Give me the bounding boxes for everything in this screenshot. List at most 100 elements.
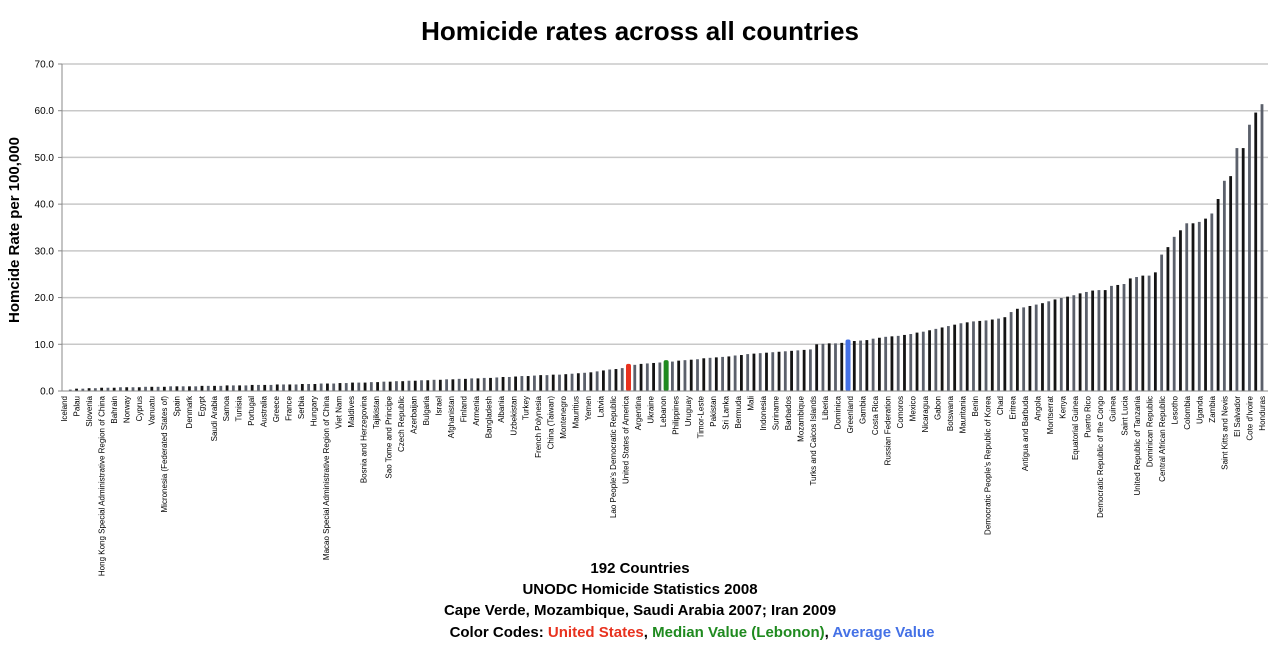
- x-tick-label: Mauritius: [572, 396, 581, 428]
- x-tick-label: Angola: [1033, 395, 1042, 420]
- bar: [890, 336, 894, 391]
- bar: [363, 382, 367, 391]
- bar: [81, 388, 85, 391]
- x-tick-label: Eritrea: [1008, 395, 1017, 419]
- legend-average: Average Value: [832, 624, 934, 641]
- x-tick-label: Greece: [272, 395, 281, 422]
- bar: [137, 387, 141, 391]
- bar: [570, 373, 574, 391]
- bar: [200, 385, 204, 391]
- bar: [438, 379, 442, 391]
- x-tick-label: Azerbaijan: [409, 396, 418, 434]
- bar: [558, 374, 561, 391]
- x-tick-label: Mozambique: [796, 395, 805, 441]
- y-axis-label: Homcide Rate per 100,000: [6, 137, 23, 323]
- x-tick-label: Lebanon: [659, 396, 668, 427]
- bar: [840, 342, 844, 391]
- x-tick-label: Finland: [459, 396, 468, 422]
- x-tick-label: Kenya: [1058, 395, 1067, 418]
- legend-median: Median Value (Lebonon): [652, 624, 825, 641]
- bar: [1128, 278, 1132, 391]
- x-tick-label: Sao Tome and Principe: [385, 395, 394, 478]
- bar: [225, 385, 229, 391]
- x-tick-label: Vanuatu: [147, 396, 156, 425]
- x-tick-label: Samoa: [222, 395, 231, 421]
- bar: [815, 344, 819, 391]
- x-tick-label: Montserrat: [1046, 395, 1055, 434]
- x-tick-label: Israel: [434, 396, 443, 416]
- bar: [1191, 223, 1195, 391]
- x-tick-label: Gabon: [934, 396, 943, 420]
- bar: [1204, 218, 1207, 391]
- bar: [990, 319, 994, 391]
- bar: [162, 386, 166, 391]
- x-tick-label: Gambia: [859, 395, 868, 424]
- bar: [1141, 275, 1145, 391]
- bar: [470, 378, 474, 391]
- bar: [921, 331, 925, 391]
- x-tick-label: Afghanistan: [447, 396, 456, 438]
- bar: [464, 378, 467, 391]
- bar: [1091, 290, 1095, 391]
- x-tick-label: Turks and Caicos Islands: [809, 396, 818, 486]
- bar: [765, 352, 768, 391]
- x-tick-label: Montenegro: [559, 395, 568, 438]
- x-tick-label: Macao Special Administrative Region of C…: [322, 395, 331, 560]
- bar: [783, 351, 787, 391]
- bar: [332, 383, 336, 391]
- bar: [652, 362, 655, 391]
- bar: [746, 354, 750, 391]
- bar: [1116, 284, 1120, 391]
- x-tick-label: Saint Lucia: [1121, 395, 1130, 435]
- bar: [953, 324, 957, 391]
- x-tick-label: Portugal: [247, 396, 256, 426]
- bar: [796, 350, 800, 391]
- bar: [307, 383, 311, 391]
- x-tick-label: Argentina: [634, 395, 643, 430]
- x-tick-label: Timor-Leste: [696, 395, 705, 438]
- bar: [909, 334, 913, 391]
- x-tick-label: Maldives: [347, 396, 356, 428]
- bar: [1009, 312, 1013, 391]
- bar: [1103, 290, 1107, 391]
- legend-prefix: Color Codes:: [450, 624, 548, 641]
- bar: [1084, 291, 1088, 391]
- bar: [1197, 221, 1201, 391]
- bar: [420, 380, 423, 391]
- x-tick-label: Bangladesh: [484, 396, 493, 438]
- bar: [68, 389, 72, 391]
- bar: [714, 357, 718, 391]
- x-tick-label: Yemen: [584, 396, 593, 421]
- bar: [1041, 303, 1044, 391]
- bar: [940, 327, 944, 391]
- bar: [758, 353, 762, 391]
- bar: [319, 383, 323, 391]
- bar: [633, 364, 637, 391]
- bar: [689, 359, 693, 391]
- bar: [620, 368, 624, 391]
- bar: [395, 381, 398, 391]
- x-tick-label: Puerto Rico: [1083, 395, 1092, 437]
- bar: [614, 369, 618, 391]
- bar: [388, 381, 392, 391]
- bar: [1241, 148, 1245, 391]
- bar: [1072, 295, 1076, 391]
- x-tick-label: Spain: [172, 396, 181, 416]
- bar: [928, 330, 931, 391]
- bar: [865, 340, 869, 391]
- x-tick-label: Dominica: [834, 395, 843, 429]
- chart-title: Homicide rates across all countries: [421, 16, 859, 46]
- x-tick-label: French Polynesia: [534, 395, 543, 457]
- bar: [1229, 176, 1233, 391]
- bar: [984, 320, 988, 391]
- bar: [1078, 293, 1082, 391]
- x-tick-label: Mexico: [909, 395, 918, 421]
- x-tick-label: Bulgaria: [422, 395, 431, 425]
- bar: [827, 343, 831, 391]
- x-tick-label: Bahrain: [110, 396, 119, 424]
- bar: [250, 384, 254, 391]
- bar: [551, 374, 555, 391]
- bar: [125, 387, 129, 391]
- bar: [752, 353, 756, 391]
